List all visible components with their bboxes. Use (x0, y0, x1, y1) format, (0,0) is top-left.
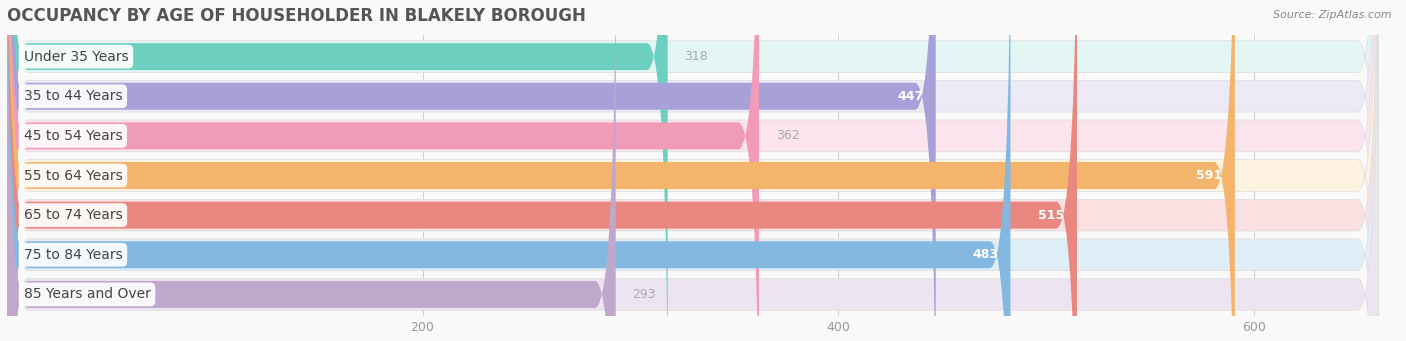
FancyBboxPatch shape (7, 0, 1234, 341)
FancyBboxPatch shape (7, 0, 759, 341)
Text: 591: 591 (1197, 169, 1222, 182)
Text: Source: ZipAtlas.com: Source: ZipAtlas.com (1274, 10, 1392, 20)
FancyBboxPatch shape (7, 0, 1378, 341)
Text: 45 to 54 Years: 45 to 54 Years (24, 129, 122, 143)
FancyBboxPatch shape (7, 0, 1378, 341)
Text: OCCUPANCY BY AGE OF HOUSEHOLDER IN BLAKELY BOROUGH: OCCUPANCY BY AGE OF HOUSEHOLDER IN BLAKE… (7, 7, 586, 25)
Text: 75 to 84 Years: 75 to 84 Years (24, 248, 122, 262)
Text: 362: 362 (776, 129, 800, 143)
FancyBboxPatch shape (7, 0, 1011, 341)
FancyBboxPatch shape (7, 0, 1378, 341)
FancyBboxPatch shape (7, 0, 1378, 341)
Text: 447: 447 (897, 90, 924, 103)
FancyBboxPatch shape (7, 0, 1378, 341)
FancyBboxPatch shape (7, 0, 936, 341)
Text: 55 to 64 Years: 55 to 64 Years (24, 168, 122, 182)
FancyBboxPatch shape (7, 0, 616, 341)
FancyBboxPatch shape (7, 0, 668, 341)
Text: 318: 318 (685, 50, 709, 63)
Text: 515: 515 (1038, 209, 1064, 222)
FancyBboxPatch shape (7, 0, 1077, 341)
Text: 483: 483 (972, 248, 998, 261)
Text: 293: 293 (633, 288, 657, 301)
FancyBboxPatch shape (7, 0, 1378, 341)
Text: Under 35 Years: Under 35 Years (24, 50, 128, 64)
Text: 65 to 74 Years: 65 to 74 Years (24, 208, 122, 222)
Text: 85 Years and Over: 85 Years and Over (24, 287, 150, 301)
FancyBboxPatch shape (7, 0, 1378, 341)
Text: 35 to 44 Years: 35 to 44 Years (24, 89, 122, 103)
